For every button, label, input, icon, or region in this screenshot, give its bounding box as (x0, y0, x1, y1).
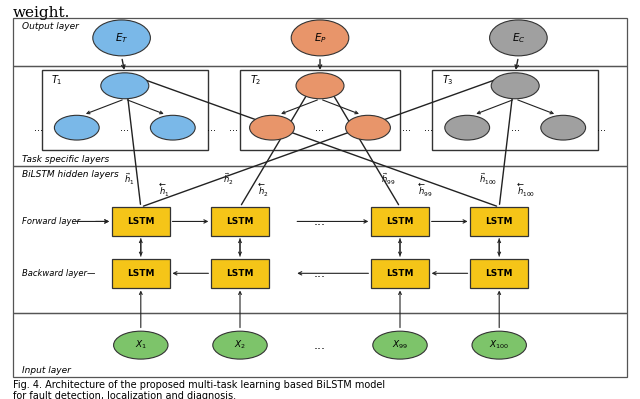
Text: Input layer: Input layer (22, 366, 71, 375)
Ellipse shape (93, 20, 150, 56)
Text: $T_3$: $T_3$ (442, 73, 453, 87)
Text: $\overleftarrow{h}_{99}$: $\overleftarrow{h}_{99}$ (418, 182, 433, 199)
Text: ...: ... (511, 122, 520, 133)
Ellipse shape (101, 73, 149, 99)
Text: LSTM: LSTM (127, 269, 154, 278)
Text: ...: ... (314, 215, 326, 228)
Bar (371, 207, 429, 236)
Text: ...: ... (120, 122, 129, 133)
Ellipse shape (541, 115, 586, 140)
Text: $T_2$: $T_2$ (250, 73, 261, 87)
Text: ...: ... (597, 122, 606, 133)
Text: Forward layer—: Forward layer— (22, 217, 89, 226)
Text: LSTM: LSTM (227, 269, 253, 278)
Ellipse shape (372, 331, 428, 359)
Ellipse shape (250, 115, 294, 140)
Text: ...: ... (229, 122, 238, 133)
Text: $E_T$: $E_T$ (115, 31, 129, 45)
Ellipse shape (472, 331, 527, 359)
Text: ...: ... (34, 122, 43, 133)
Ellipse shape (54, 115, 99, 140)
Text: ...: ... (402, 122, 411, 133)
Text: $X_2$: $X_2$ (234, 339, 246, 352)
Text: LSTM: LSTM (486, 217, 513, 226)
Ellipse shape (346, 115, 390, 140)
Text: ...: ... (314, 267, 326, 280)
Text: $\vec{h}_{100}$: $\vec{h}_{100}$ (479, 172, 497, 187)
Text: $E_P$: $E_P$ (314, 31, 326, 45)
Text: $X_1$: $X_1$ (135, 339, 147, 352)
Text: LSTM: LSTM (387, 217, 413, 226)
Bar (211, 259, 269, 288)
Text: $\overleftarrow{h}_2$: $\overleftarrow{h}_2$ (258, 182, 268, 199)
Ellipse shape (212, 331, 268, 359)
Bar (13, 18, 627, 66)
Text: LSTM: LSTM (227, 217, 253, 226)
Text: $X_{99}$: $X_{99}$ (392, 339, 408, 352)
Text: $T_1$: $T_1$ (51, 73, 63, 87)
Text: Output layer: Output layer (22, 22, 79, 31)
Bar (240, 70, 400, 150)
Text: $\overleftarrow{h}_{100}$: $\overleftarrow{h}_{100}$ (517, 182, 535, 199)
Bar (13, 166, 627, 313)
Text: Backward layer—: Backward layer— (22, 269, 96, 278)
Ellipse shape (490, 20, 547, 56)
Ellipse shape (492, 73, 540, 99)
Text: $\overleftarrow{h}_1$: $\overleftarrow{h}_1$ (159, 182, 169, 199)
Text: LSTM: LSTM (387, 269, 413, 278)
Text: weight.: weight. (13, 6, 70, 20)
Text: ...: ... (207, 122, 216, 133)
Text: Fig. 4. Architecture of the proposed multi-task learning based BiLSTM model
for : Fig. 4. Architecture of the proposed mul… (13, 380, 385, 399)
Text: LSTM: LSTM (127, 217, 154, 226)
Text: $X_{100}$: $X_{100}$ (489, 339, 509, 352)
Bar (470, 207, 528, 236)
Bar (13, 66, 627, 166)
Text: LSTM: LSTM (486, 269, 513, 278)
Ellipse shape (296, 73, 344, 99)
Bar (470, 259, 528, 288)
Bar (371, 259, 429, 288)
Bar (112, 259, 170, 288)
Text: ...: ... (314, 339, 326, 352)
Bar (211, 207, 269, 236)
Text: $E_C$: $E_C$ (511, 31, 525, 45)
Bar (112, 207, 170, 236)
Ellipse shape (150, 115, 195, 140)
Text: $\vec{h}_1$: $\vec{h}_1$ (124, 172, 134, 187)
Text: ...: ... (316, 122, 324, 133)
Text: $\vec{h}_2$: $\vec{h}_2$ (223, 172, 234, 187)
Text: Task specific layers: Task specific layers (22, 154, 109, 164)
Bar (432, 70, 598, 150)
Text: ...: ... (424, 122, 433, 133)
Bar (42, 70, 208, 150)
Text: BiLSTM hidden layers: BiLSTM hidden layers (22, 170, 119, 179)
Bar (13, 313, 627, 377)
Ellipse shape (445, 115, 490, 140)
Ellipse shape (114, 331, 168, 359)
Text: $\vec{h}_{99}$: $\vec{h}_{99}$ (381, 172, 396, 187)
Ellipse shape (291, 20, 349, 56)
